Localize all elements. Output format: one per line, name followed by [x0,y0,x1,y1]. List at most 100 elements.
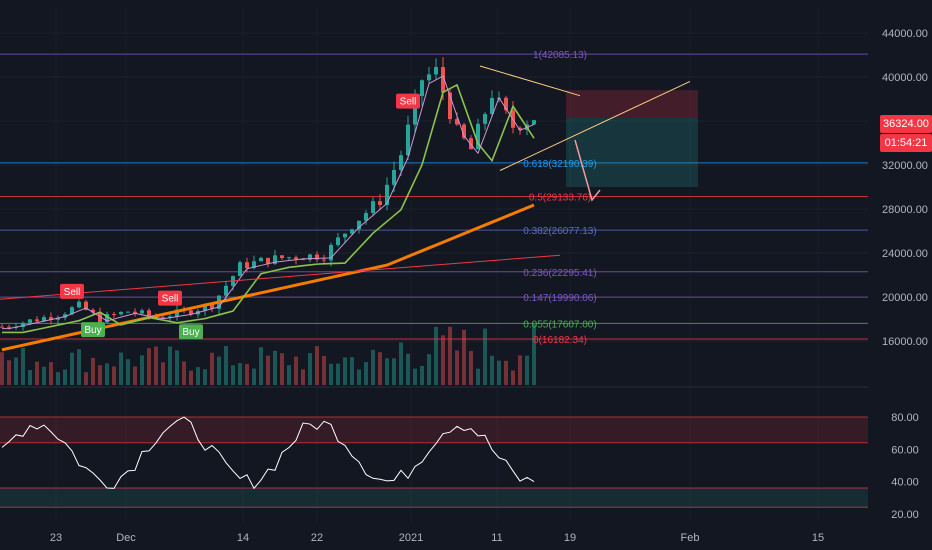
volume-bar [287,365,291,385]
volume-bar [63,369,67,385]
ma-green-line [2,83,535,334]
volume-bar [224,345,228,385]
candle-body [392,169,396,185]
fib-level-label: 0.236(22295.41) [523,268,596,279]
volume-bar [245,364,249,385]
candle-body [329,244,333,261]
signal-marker [179,324,203,340]
candle-body [483,113,487,124]
rsi-tick-label: 40.00 [891,477,919,489]
volume-bar [126,359,130,385]
time-tick-label: 23 [50,532,62,544]
fib-level-label: 0.382(26077.13) [523,226,596,237]
candle-body [238,262,242,277]
volume-bar [448,326,452,385]
volume-bar [336,363,340,385]
candle-body [378,201,382,206]
time-tick-label: Feb [681,532,700,544]
candle-body [175,309,179,317]
rsi-tick-label: 80.00 [891,412,919,424]
volume-bar [105,363,109,385]
volume-bar [371,349,375,385]
signal-label: Sell [64,287,81,298]
volume-bar [42,366,46,385]
volume-bar [98,365,102,385]
signal-label: Sell [400,97,417,108]
triangle-upper-line [479,65,581,97]
volume-bar [203,369,207,385]
volume-bar [35,361,39,385]
candle-body [210,304,214,309]
signal-label: Buy [182,327,199,338]
candle-body [322,259,326,261]
rsi-line [1,416,535,490]
volume-bar [189,370,193,385]
volume-bar [210,352,214,385]
candle-body [63,314,67,318]
volume-bar [364,362,368,385]
candle-body [105,314,109,323]
candle-body [147,310,151,316]
volume-bar [483,328,487,385]
volume-bar [28,370,32,385]
volume-bar [511,370,515,385]
volume-bar [231,365,235,385]
volume-bar [217,356,221,385]
candle-body [98,312,102,323]
candle-body [126,311,130,313]
volume-bar [518,355,522,385]
fib-level-label: 0.147(19990.06) [523,293,596,304]
candle-body [133,311,137,314]
candle-body [140,310,144,314]
candle-body [56,317,60,320]
time-tick-label: 2021 [399,532,423,544]
candle-body [35,319,39,322]
volume-bar [77,349,81,385]
volume-bar [315,346,319,385]
candle-body [301,259,305,261]
candle-body [42,317,46,322]
candle-body [273,255,277,264]
fib-level-label: 0.618(32190.39) [523,159,596,170]
fib-level-label: 0.5(29133.76) [529,193,591,204]
price-tick-label: 16000.00 [882,336,928,348]
volume-bar [168,346,172,385]
rsi-overbought-band [0,417,868,443]
volume-bar [532,324,536,385]
volume-bar [357,369,361,385]
volume-bar [378,352,382,385]
volume-bar [273,350,277,385]
volume-bar [525,355,529,385]
trend-line [0,254,561,300]
candle-body [350,229,354,234]
volume-bar [56,372,60,385]
candle-body [336,237,340,245]
candle-body [245,262,249,269]
candle-body [70,307,74,315]
candle-body [532,120,536,125]
candle-body [84,301,88,310]
candle-body [203,304,207,311]
signal-label: Buy [84,325,101,336]
volume-bar [259,347,263,385]
candle-body [462,124,466,139]
volume-bar [294,356,298,385]
candle-body [434,67,438,75]
candle-body [490,98,494,114]
volume-bar [434,326,438,385]
volume-bar [154,346,158,385]
time-tick-label: 11 [491,532,502,544]
volume-bar [455,350,459,385]
volume-bar [413,368,417,385]
candle-body [168,316,172,318]
volume-bar [350,357,354,385]
signal-marker [396,93,420,109]
candle-body [224,285,228,296]
volume-bar [175,350,179,385]
candle-body [77,301,81,308]
volume-bar [266,355,270,385]
volume-bar [420,365,424,385]
time-tick-label: Dec [116,532,136,544]
candle-body [266,257,270,264]
